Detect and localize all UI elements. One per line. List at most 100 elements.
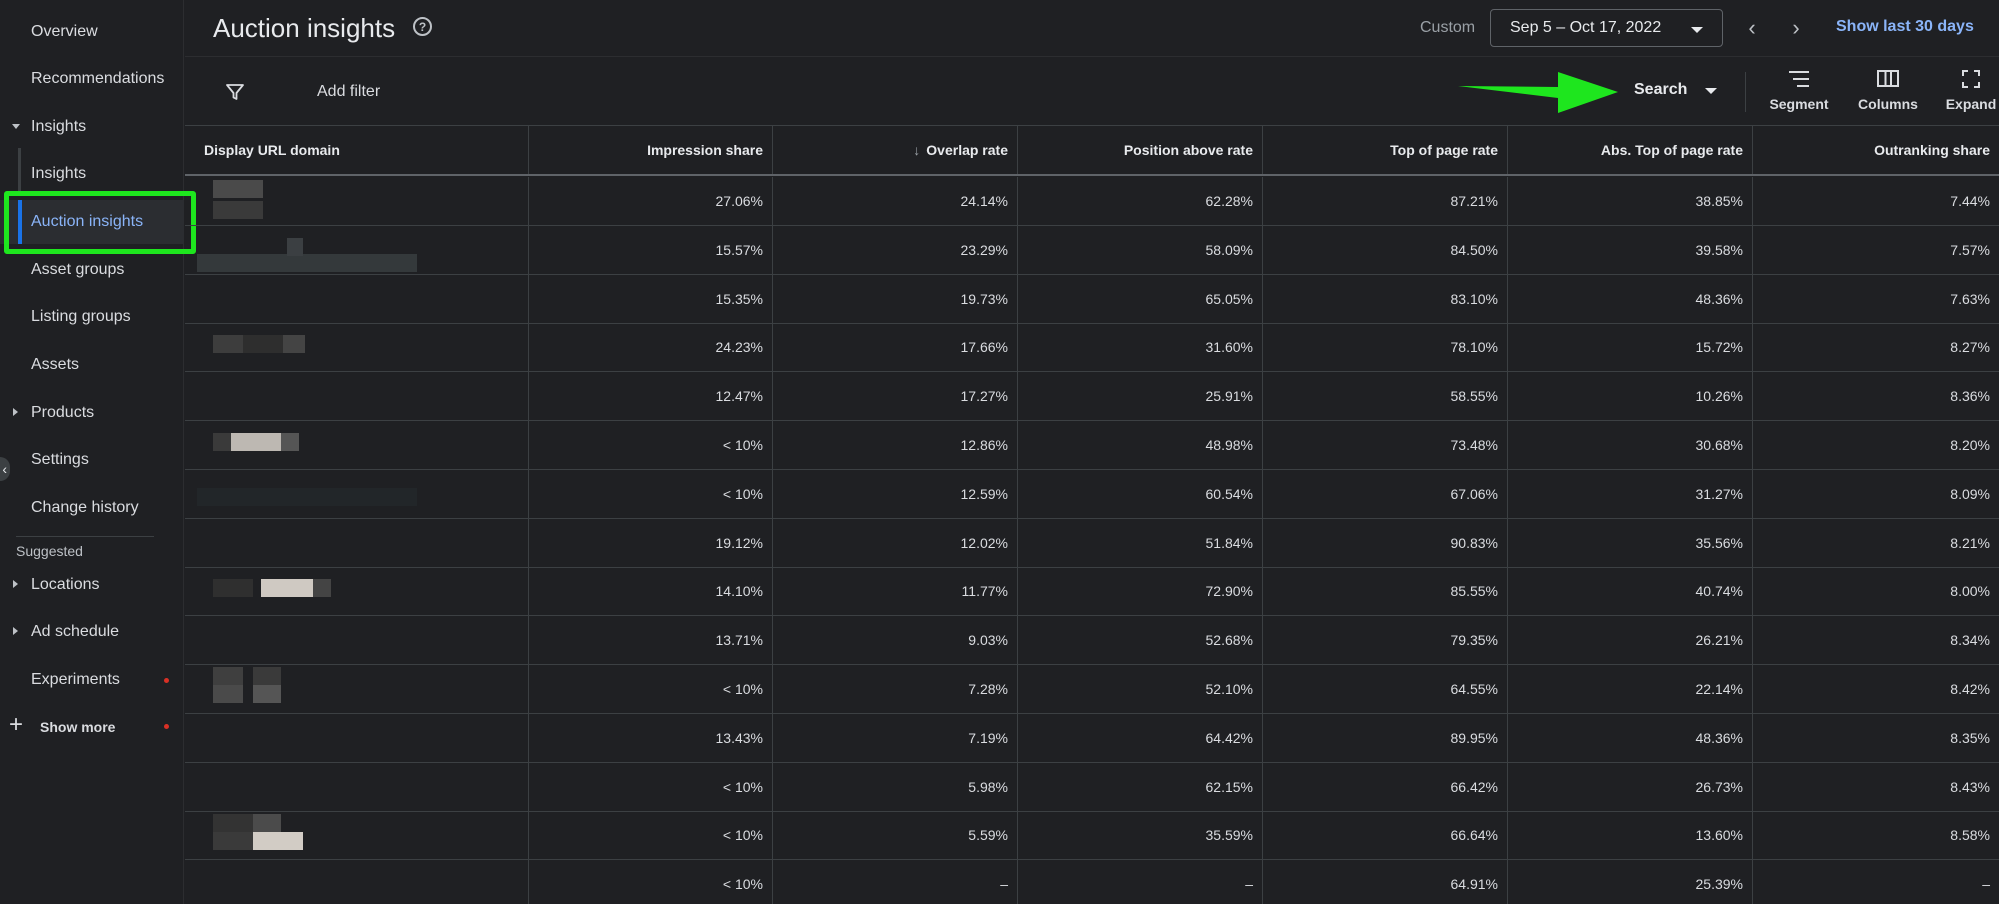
table-cell: 13.60% — [1507, 811, 1752, 860]
date-range-value: Sep 5 – Oct 17, 2022 — [1510, 19, 1662, 36]
table-cell: < 10% — [528, 860, 772, 904]
table-cell: 52.10% — [1017, 665, 1262, 713]
column-header-overlap-rate[interactable]: ↓ Overlap rate — [772, 126, 1017, 174]
table-cell: < 10% — [528, 421, 772, 469]
filter-icon[interactable] — [225, 82, 245, 102]
column-header-impression-share[interactable]: Impression share — [528, 126, 772, 174]
table-cell: 27.06% — [528, 177, 772, 225]
chevron-left-icon[interactable]: ‹ — [1748, 15, 1756, 40]
table-toolbar: Add filter Search Segment Columns Expand — [185, 58, 1999, 126]
caret-right-icon — [13, 408, 18, 416]
table-row[interactable]: 15.35% 19.73% 65.05% 83.10% 48.36% 7.63% — [185, 274, 1999, 324]
date-range-picker[interactable]: Sep 5 – Oct 17, 2022 — [1490, 9, 1723, 47]
table-row[interactable]: < 10% 12.86% 48.98% 73.48% 30.68% 8.20% — [185, 421, 1999, 470]
table-cell: 8.35% — [1752, 713, 1999, 762]
table-row[interactable]: < 10% 5.59% 35.59% 66.64% 13.60% 8.58% — [185, 811, 1999, 861]
column-header-display-url-domain[interactable]: Display URL domain — [204, 142, 340, 158]
table-cell: < 10% — [528, 469, 772, 518]
table-row[interactable]: < 10% 7.28% 52.10% 64.55% 22.14% 8.42% — [185, 665, 1999, 714]
table-cell: 22.14% — [1507, 665, 1752, 713]
table-cell: 25.39% — [1507, 860, 1752, 904]
sidebar-item-ad-schedule[interactable]: Ad schedule — [0, 610, 184, 654]
sidebar-item-experiments[interactable]: Experiments — [0, 658, 184, 702]
column-header-top-of-page-rate[interactable]: Top of page rate — [1262, 126, 1507, 174]
columns-button[interactable]: Columns — [1851, 68, 1925, 118]
table-cell: 15.72% — [1507, 323, 1752, 372]
redacted-domain-cell — [185, 616, 528, 664]
table-cell: 79.35% — [1262, 616, 1507, 665]
sidebar-item-settings[interactable]: Settings — [0, 438, 184, 482]
help-icon[interactable]: ? — [413, 17, 432, 36]
sidebar-item-assets[interactable]: Assets — [0, 343, 184, 387]
table-cell: 66.64% — [1262, 811, 1507, 860]
table-cell: < 10% — [528, 811, 772, 860]
sidebar-item-locations[interactable]: Locations — [0, 563, 184, 607]
redacted-block — [287, 237, 303, 256]
table-row[interactable]: 27.06% 24.14% 62.28% 87.21% 38.85% 7.44% — [185, 177, 1999, 226]
table-cell: < 10% — [528, 665, 772, 713]
redacted-domain-cell — [185, 519, 528, 567]
redacted-block — [213, 814, 253, 833]
column-header-outranking-share[interactable]: Outranking share — [1752, 126, 1999, 174]
sidebar-item-insights[interactable]: Insights — [0, 152, 184, 196]
redacted-block — [253, 814, 281, 833]
table-row[interactable]: < 10% – –64.91% 25.39% – — [185, 860, 1999, 904]
table-row[interactable]: 13.71% 9.03% 52.68% 79.35% 26.21% 8.34% — [185, 616, 1999, 666]
add-filter-button[interactable]: Add filter — [317, 83, 381, 100]
toolbar-divider — [1745, 72, 1746, 112]
search-dropdown[interactable]: Search — [1634, 81, 1717, 99]
table-cell: 72.90% — [1017, 567, 1262, 616]
table-cell: 83.10% — [1262, 274, 1507, 323]
table-cell: 64.42% — [1017, 713, 1262, 762]
table-cell: 30.68% — [1507, 421, 1752, 469]
sidebar-item-label: Experiments — [31, 671, 120, 688]
table-cell: 7.57% — [1752, 225, 1999, 274]
caret-right-icon — [13, 580, 18, 588]
table-row[interactable]: 19.12% 12.02% 51.84% 90.83% 35.56% 8.21% — [185, 518, 1999, 568]
redacted-block — [261, 579, 313, 598]
table-cell: 7.63% — [1752, 274, 1999, 323]
expand-button[interactable]: Expand — [1934, 68, 1999, 118]
table-cell: – — [1752, 860, 1999, 904]
redacted-block — [253, 685, 281, 703]
show-last-30-days-link[interactable]: Show last 30 days — [1836, 18, 1974, 35]
table-cell: 13.71% — [528, 616, 772, 665]
sidebar-item-auction-insights[interactable]: Auction insights — [0, 200, 184, 244]
redacted-domain-cell — [185, 372, 528, 420]
column-header-abs-top-of-page-rate[interactable]: Abs. Top of page rate — [1507, 126, 1752, 174]
table-row[interactable]: < 10% 12.59% 60.54% 67.06% 31.27% 8.09% — [185, 469, 1999, 519]
plus-icon[interactable]: + — [9, 711, 24, 738]
sidebar-item-overview[interactable]: Overview — [0, 10, 184, 54]
expand-label: Expand — [1945, 96, 1997, 112]
table-cell: 62.28% — [1017, 177, 1262, 225]
table-cell: 9.03% — [772, 616, 1017, 665]
table-row[interactable]: 15.57% 23.29% 58.09% 84.50% 39.58% 7.57% — [185, 225, 1999, 275]
table-row[interactable]: 12.47% 17.27% 25.91% 58.55% 10.26% 8.36% — [185, 372, 1999, 422]
table-row[interactable]: < 10% 5.98% 62.15% 66.42% 26.73% 8.43% — [185, 762, 1999, 812]
table-cell: 51.84% — [1017, 518, 1262, 567]
segment-button[interactable]: Segment — [1762, 68, 1836, 118]
sidebar-item-label: Listing groups — [31, 308, 131, 325]
chevron-right-icon[interactable]: › — [1792, 15, 1800, 40]
redacted-domain-cell — [185, 811, 528, 859]
sort-descending-icon: ↓ — [913, 142, 921, 158]
table-row[interactable]: 13.43% 7.19% 64.42% 89.95% 48.36% 8.35% — [185, 713, 1999, 763]
table-row[interactable]: 24.23% 17.66% 31.60% 78.10% 15.72% 8.27% — [185, 323, 1999, 373]
sidebar-item-listing-groups[interactable]: Listing groups — [0, 295, 184, 339]
show-more-button[interactable]: Show more — [40, 719, 116, 735]
sidebar-item-change-history[interactable]: Change history — [0, 486, 184, 530]
chevron-left-icon[interactable]: ‹ — [0, 457, 10, 481]
table-cell: 12.59% — [772, 469, 1017, 518]
redacted-block — [213, 579, 253, 598]
sidebar-item-asset-groups[interactable]: Asset groups — [0, 248, 184, 292]
sidebar-item-products[interactable]: Products — [0, 391, 184, 435]
sidebar-item-recommendations[interactable]: Recommendations — [0, 57, 184, 101]
redacted-domain-cell — [185, 763, 528, 811]
sidebar-item-insights-group[interactable]: Insights — [0, 105, 184, 149]
table-cell: 8.27% — [1752, 323, 1999, 372]
redacted-block — [253, 832, 303, 851]
table-cell: 8.43% — [1752, 762, 1999, 811]
column-header-position-above-rate[interactable]: Position above rate — [1017, 126, 1262, 174]
table-cell: 85.55% — [1262, 567, 1507, 616]
table-row[interactable]: 14.10% 11.77% 72.90% 85.55% 40.74% 8.00% — [185, 567, 1999, 617]
